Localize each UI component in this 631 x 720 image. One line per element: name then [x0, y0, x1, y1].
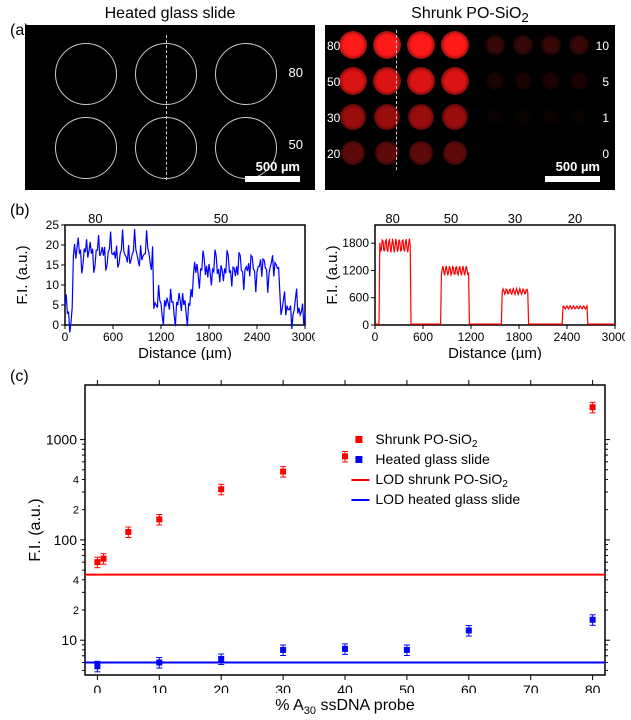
- fluor-spot: [339, 31, 367, 59]
- dashed-scan-line: [166, 35, 167, 180]
- svg-text:100: 100: [54, 532, 78, 548]
- svg-text:3000: 3000: [292, 330, 315, 344]
- fluor-spot: [516, 146, 530, 160]
- fluor-spot: [514, 72, 532, 90]
- microscopy-left: 80 50 500 µm: [25, 25, 315, 190]
- svg-text:% A30 ssDNA probe: % A30 ssDNA probe: [275, 697, 415, 715]
- fluor-spot: [515, 109, 531, 125]
- svg-text:Heated glass slide: Heated glass slide: [375, 451, 490, 467]
- svg-text:1000: 1000: [46, 432, 77, 448]
- svg-text:F.I. (a.u.): F.I. (a.u.): [325, 245, 341, 304]
- svg-text:LOD heated glass slide: LOD heated glass slide: [375, 491, 520, 507]
- svg-text:600: 600: [413, 330, 433, 344]
- chart-b-left: 0 5 10 15 20 25 0 600 1200 1800 2400 3000 80 50 Distan…: [15, 210, 315, 360]
- svg-text:50: 50: [214, 211, 228, 226]
- circle-outline: [215, 43, 277, 105]
- fluor-spot: [442, 104, 468, 130]
- panel-a-right-title: Shrunk PO-SiO2: [380, 5, 560, 25]
- svg-text:30: 30: [508, 211, 522, 226]
- svg-text:25: 25: [46, 218, 60, 232]
- row-label: 50: [289, 137, 303, 152]
- svg-text:600: 600: [103, 330, 123, 344]
- svg-text:80: 80: [385, 211, 399, 226]
- svg-text:50: 50: [444, 211, 458, 226]
- fluor-spot: [570, 72, 588, 90]
- spot-row-label: 10: [596, 39, 609, 53]
- fluor-spot: [340, 104, 366, 130]
- fluor-spot: [571, 109, 587, 125]
- svg-text:4: 4: [73, 575, 79, 587]
- scalebar: [245, 176, 300, 182]
- spot-row-label: 5: [602, 75, 609, 89]
- fluor-spot: [572, 146, 586, 160]
- svg-text:2: 2: [73, 505, 79, 517]
- scalebar-text: 500 µm: [556, 159, 600, 174]
- fluor-spot: [569, 35, 589, 55]
- spot-row-label: 30: [327, 111, 340, 125]
- fluor-spot: [341, 141, 365, 165]
- dashed-scan-line: [396, 30, 397, 170]
- panel-a-left-title: Heated glass slide: [70, 5, 270, 23]
- svg-text:1200: 1200: [342, 263, 369, 277]
- fluor-spot: [441, 67, 469, 95]
- circle-outline: [55, 43, 117, 105]
- fluor-spot: [543, 109, 559, 125]
- svg-text:0: 0: [52, 318, 59, 332]
- svg-text:4: 4: [73, 474, 79, 486]
- chart-c: 101001000242401020304050607080Shrunk PO-…: [20, 375, 620, 715]
- svg-text:15: 15: [46, 258, 60, 272]
- svg-text:Distance (µm): Distance (µm): [138, 345, 232, 360]
- spot-row-label: 1: [602, 111, 609, 125]
- svg-text:1800: 1800: [196, 330, 223, 344]
- circle-outline: [55, 117, 117, 179]
- spot-row-label: 20: [327, 147, 340, 161]
- fluor-spot: [407, 31, 435, 59]
- svg-text:3000: 3000: [602, 330, 625, 344]
- chart-b-right: 0 600 1200 1800 0 600 1200 1800 2400 3000 80 50 30 20…: [325, 210, 625, 360]
- fluor-spot: [407, 67, 435, 95]
- svg-text:2400: 2400: [554, 330, 581, 344]
- svg-text:2400: 2400: [244, 330, 271, 344]
- fluor-spot: [408, 104, 434, 130]
- fluor-spot: [443, 141, 467, 165]
- svg-text:F.I. (a.u.): F.I. (a.u.): [15, 245, 31, 304]
- svg-text:10: 10: [46, 278, 60, 292]
- svg-text:20: 20: [568, 211, 582, 226]
- scalebar-text: 500 µm: [256, 159, 300, 174]
- fluor-spot: [441, 31, 469, 59]
- svg-text:5: 5: [52, 298, 59, 312]
- fluor-spot: [409, 141, 433, 165]
- svg-text:10: 10: [61, 632, 77, 648]
- fluor-spot: [513, 35, 533, 55]
- fluor-spot: [542, 72, 560, 90]
- svg-text:F.I. (a.u.): F.I. (a.u.): [27, 498, 44, 561]
- svg-text:2: 2: [73, 605, 79, 617]
- fluor-spot: [544, 146, 558, 160]
- svg-text:1800: 1800: [342, 236, 369, 250]
- microscopy-right: 8050302010510500 µm: [325, 25, 615, 190]
- fluor-spot: [541, 35, 561, 55]
- svg-text:0: 0: [372, 330, 379, 344]
- row-label: 80: [289, 65, 303, 80]
- spot-row-label: 80: [327, 39, 340, 53]
- scalebar: [545, 176, 600, 182]
- svg-text:0: 0: [62, 330, 69, 344]
- fluor-spot: [339, 67, 367, 95]
- fluor-spot: [486, 72, 504, 90]
- svg-text:20: 20: [46, 238, 60, 252]
- spot-row-label: 50: [327, 75, 340, 89]
- svg-text:1800: 1800: [506, 330, 533, 344]
- svg-text:80: 80: [88, 211, 102, 226]
- svg-text:1200: 1200: [458, 330, 485, 344]
- fluor-spot: [488, 146, 502, 160]
- svg-text:600: 600: [349, 291, 369, 305]
- svg-text:Distance (µm): Distance (µm): [448, 345, 542, 360]
- svg-text:0: 0: [362, 318, 369, 332]
- fluor-spot: [485, 35, 505, 55]
- svg-text:1200: 1200: [148, 330, 175, 344]
- spot-row-label: 0: [602, 147, 609, 161]
- fluor-spot: [487, 109, 503, 125]
